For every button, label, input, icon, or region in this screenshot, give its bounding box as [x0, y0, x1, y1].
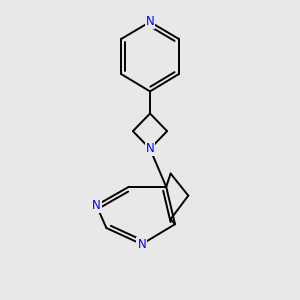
- Text: N: N: [92, 199, 101, 212]
- Text: N: N: [137, 238, 146, 251]
- Text: N: N: [146, 15, 154, 28]
- Text: N: N: [146, 142, 154, 155]
